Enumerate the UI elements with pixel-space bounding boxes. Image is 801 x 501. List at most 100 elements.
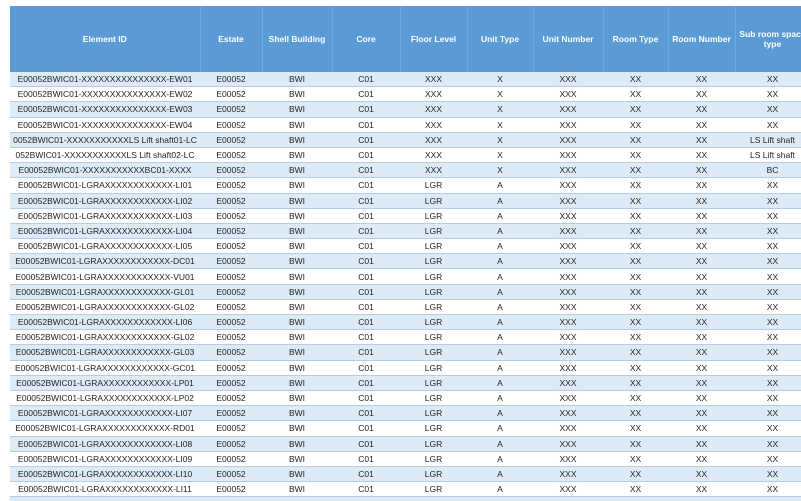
cell[interactable]: XX xyxy=(603,390,668,407)
cell[interactable]: E00052BWIC01-XXXXXXXXXXXXXXX-EW03 xyxy=(10,101,200,118)
cell[interactable]: XX xyxy=(668,451,735,467)
cell[interactable]: E00052BWIC01-LGRAXXXXXXXXXXXX-GC01 xyxy=(10,360,200,376)
cell[interactable]: C01 xyxy=(332,329,400,346)
cell[interactable]: C01 xyxy=(332,162,400,179)
cell[interactable]: XX xyxy=(668,329,735,346)
cell[interactable]: XX xyxy=(668,314,735,331)
cell[interactable]: C01 xyxy=(332,344,400,361)
cell[interactable]: XX xyxy=(735,375,801,391)
cell[interactable]: XX xyxy=(668,101,735,118)
cell[interactable]: A xyxy=(467,177,533,194)
cell[interactable]: C01 xyxy=(332,72,400,88)
cell[interactable]: XX xyxy=(603,162,668,179)
cell[interactable]: E00052 xyxy=(200,177,262,194)
cell[interactable]: E00052BWIC01-LGRAXXXXXXXXXXXX-VU01 xyxy=(10,268,200,285)
cell[interactable]: BWI xyxy=(262,299,332,316)
cell[interactable]: XX xyxy=(603,193,668,209)
cell[interactable]: XXX xyxy=(400,86,467,103)
cell[interactable]: XX xyxy=(603,375,668,391)
cell[interactable]: XX xyxy=(603,101,668,118)
cell[interactable]: XX xyxy=(668,86,735,103)
cell[interactable]: BWI xyxy=(262,466,332,483)
cell[interactable]: C01 xyxy=(332,299,400,316)
cell[interactable]: XXX xyxy=(533,284,603,300)
cell[interactable]: E00052 xyxy=(200,86,262,103)
cell[interactable]: LGR xyxy=(400,253,467,270)
cell[interactable]: XX xyxy=(603,420,668,437)
cell[interactable]: E00052 xyxy=(200,496,262,501)
cell[interactable]: E00052 xyxy=(200,208,262,224)
cell[interactable]: XX xyxy=(603,268,668,285)
cell[interactable]: XX xyxy=(603,481,668,498)
cell[interactable]: X xyxy=(467,147,533,164)
cell[interactable]: XX xyxy=(668,481,735,498)
cell[interactable]: A xyxy=(467,390,533,407)
cell[interactable]: 0052BWIC01-XXXXXXXXXXXLS Lift shaft01-LC xyxy=(10,132,200,148)
cell[interactable]: XX xyxy=(668,208,735,224)
cell[interactable]: X xyxy=(467,162,533,179)
cell[interactable]: BWI xyxy=(262,177,332,194)
cell[interactable]: C01 xyxy=(332,268,400,285)
cell[interactable]: A xyxy=(467,223,533,240)
cell[interactable]: E00052 xyxy=(200,238,262,255)
cell[interactable]: XXX xyxy=(533,177,603,194)
cell[interactable]: XXX xyxy=(533,496,603,501)
cell[interactable]: XXX xyxy=(533,360,603,376)
cell[interactable]: XX xyxy=(603,451,668,467)
cell[interactable]: E00052BWIC01-LGRAXXXXXXXXXXXX-LI05 xyxy=(10,238,200,255)
cell[interactable]: A xyxy=(467,405,533,422)
cell[interactable]: BWI xyxy=(262,208,332,224)
cell[interactable]: LGR xyxy=(400,238,467,255)
cell[interactable]: E00052BWIC01-LGRAXXXXXXXXXXXX-LI10 xyxy=(10,466,200,483)
cell[interactable]: C01 xyxy=(332,405,400,422)
cell[interactable]: E00052 xyxy=(200,101,262,118)
cell[interactable]: E00052 xyxy=(200,284,262,300)
cell[interactable]: LGR xyxy=(400,436,467,452)
cell[interactable]: A xyxy=(467,299,533,316)
cell[interactable]: A xyxy=(467,420,533,437)
cell[interactable]: XXX xyxy=(533,390,603,407)
cell[interactable]: A xyxy=(467,451,533,467)
cell[interactable]: XX xyxy=(603,223,668,240)
cell[interactable]: XXX xyxy=(400,72,467,88)
cell[interactable]: BWI xyxy=(262,253,332,270)
cell[interactable]: XX xyxy=(668,299,735,316)
cell[interactable]: XX xyxy=(735,496,801,501)
cell[interactable]: XX xyxy=(668,238,735,255)
cell[interactable]: BWI xyxy=(262,101,332,118)
cell[interactable]: E00052BWIC01-LGRAXXXXXXXXXXXX-LP01 xyxy=(10,375,200,391)
cell[interactable]: C01 xyxy=(332,390,400,407)
cell[interactable]: E00052 xyxy=(200,132,262,148)
cell[interactable]: XX xyxy=(668,193,735,209)
cell[interactable]: XXX xyxy=(533,253,603,270)
cell[interactable]: BWI xyxy=(262,405,332,422)
cell[interactable]: E00052BWIC01-LGRAXXXXXXXXXXXX-LI12 xyxy=(10,496,200,501)
cell[interactable]: BWI xyxy=(262,314,332,331)
cell[interactable]: E00052 xyxy=(200,344,262,361)
cell[interactable]: E00052BWIC01-LGRAXXXXXXXXXXXX-GL02 xyxy=(10,299,200,316)
cell[interactable]: C01 xyxy=(332,253,400,270)
cell[interactable]: BWI xyxy=(262,132,332,148)
cell[interactable]: A xyxy=(467,314,533,331)
cell[interactable]: C01 xyxy=(332,360,400,376)
cell[interactable]: XX xyxy=(668,284,735,300)
cell[interactable]: E00052 xyxy=(200,314,262,331)
cell[interactable]: XXX xyxy=(400,101,467,118)
cell[interactable]: A xyxy=(467,466,533,483)
cell[interactable]: BWI xyxy=(262,223,332,240)
cell[interactable]: A xyxy=(467,253,533,270)
cell[interactable]: C01 xyxy=(332,223,400,240)
cell[interactable]: LGR xyxy=(400,268,467,285)
cell[interactable]: XX xyxy=(668,132,735,148)
cell[interactable]: XX xyxy=(603,177,668,194)
cell[interactable]: XX xyxy=(668,147,735,164)
cell[interactable]: XX xyxy=(735,223,801,240)
cell[interactable]: XX xyxy=(603,86,668,103)
cell[interactable]: A xyxy=(467,238,533,255)
cell[interactable]: A xyxy=(467,208,533,224)
cell[interactable]: XX xyxy=(603,360,668,376)
cell[interactable]: XXX xyxy=(533,238,603,255)
cell[interactable]: E00052 xyxy=(200,253,262,270)
cell[interactable]: XXX xyxy=(533,86,603,103)
cell[interactable]: XX xyxy=(603,72,668,88)
